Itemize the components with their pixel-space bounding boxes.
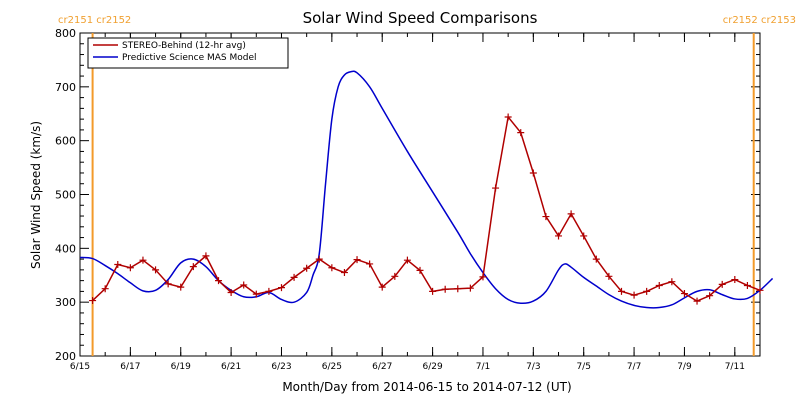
- plot-layer: 200 300 400 500 600 700 800 6/15 6/17 6/19 6/21 6/2…: [55, 27, 774, 372]
- x-tick-label: 6/25: [322, 362, 342, 372]
- data-point-marker: [416, 266, 424, 274]
- data-point-marker: [680, 290, 688, 298]
- data-point-marker: [542, 213, 550, 221]
- data-point-marker: [202, 252, 210, 260]
- x-tick-label: 6/19: [171, 362, 191, 372]
- data-point-marker: [655, 281, 663, 289]
- data-point-marker: [517, 129, 525, 137]
- data-point-marker: [340, 269, 348, 277]
- x-tick-label: 6/21: [221, 362, 241, 372]
- data-point-marker: [617, 287, 625, 295]
- x-tick-label: 6/23: [271, 362, 291, 372]
- series-line: [79, 70, 774, 309]
- x-tick-label: 6/27: [372, 362, 392, 372]
- data-point-marker: [643, 287, 651, 295]
- data-point-marker: [277, 284, 285, 292]
- y-tick-label: 300: [55, 296, 76, 309]
- y-tick-label: 500: [55, 189, 76, 202]
- data-point-marker: [303, 264, 311, 272]
- data-point-marker: [567, 210, 575, 218]
- data-point-marker: [731, 276, 739, 284]
- data-point-marker: [328, 264, 336, 272]
- legend-box: [87, 37, 289, 69]
- data-point-marker: [378, 283, 386, 291]
- chart-title: Solar Wind Speed Comparisons: [303, 9, 538, 27]
- data-point-marker: [353, 256, 361, 264]
- x-tick-label: 7/5: [576, 362, 590, 372]
- data-point-marker: [718, 280, 726, 288]
- data-point-marker: [164, 280, 172, 288]
- data-point-marker: [391, 272, 399, 280]
- x-tick-label: 7/1: [476, 362, 490, 372]
- data-point-marker: [227, 288, 235, 296]
- data-point-marker: [403, 256, 411, 264]
- data-point-marker: [479, 273, 487, 281]
- data-point-marker: [706, 292, 714, 300]
- data-point-marker: [454, 285, 462, 293]
- x-axis-label: Month/Day from 2014-06-15 to 2014-07-12 …: [282, 380, 571, 394]
- data-point-marker: [89, 297, 97, 305]
- data-point-marker: [668, 278, 676, 286]
- data-point-marker: [529, 169, 537, 177]
- y-axis-label: Solar Wind Speed (km/s): [29, 121, 43, 269]
- y-tick-label: 700: [55, 81, 76, 94]
- x-tick-label: 7/11: [725, 362, 745, 372]
- data-point-marker: [240, 281, 248, 289]
- data-point-marker: [152, 266, 160, 274]
- data-point-marker: [504, 113, 512, 121]
- x-tick-label: 6/29: [422, 362, 442, 372]
- data-point-marker: [429, 287, 437, 295]
- data-point-marker: [101, 285, 109, 293]
- data-point-marker: [492, 184, 500, 192]
- data-point-marker: [605, 272, 613, 280]
- data-point-marker: [177, 283, 185, 291]
- x-tick-label: 7/9: [677, 362, 692, 372]
- legend-label: Predictive Science MAS Model: [122, 53, 257, 63]
- x-tick-label: 6/17: [120, 362, 140, 372]
- data-point-marker: [114, 260, 122, 268]
- data-point-marker: [693, 297, 701, 305]
- carrington-label-right: cr2152 cr2153: [723, 15, 796, 26]
- data-point-marker: [756, 286, 764, 294]
- data-point-marker: [290, 273, 298, 281]
- data-point-marker: [630, 291, 638, 299]
- y-tick-label: 200: [55, 350, 76, 363]
- y-tick-label: 400: [55, 242, 76, 255]
- data-point-marker: [215, 277, 223, 285]
- data-point-marker: [592, 255, 600, 263]
- data-point-marker: [441, 285, 449, 293]
- data-point-marker: [555, 232, 563, 240]
- data-point-marker: [315, 255, 323, 263]
- data-point-marker: [743, 281, 751, 289]
- data-point-marker: [580, 232, 588, 240]
- y-tick-label: 800: [55, 27, 76, 40]
- x-tick-label: 6/15: [70, 362, 90, 372]
- data-point-marker: [252, 290, 260, 298]
- data-point-marker: [366, 260, 374, 268]
- x-tick-label: 7/7: [627, 362, 641, 372]
- carrington-label-left: cr2151 cr2152: [58, 15, 131, 26]
- series-line: [92, 115, 761, 302]
- x-tick-label: 7/3: [526, 362, 540, 372]
- data-point-marker: [265, 287, 273, 295]
- data-point-marker: [466, 284, 474, 292]
- legend-label: STEREO-Behind (12-hr avg): [122, 41, 246, 51]
- data-point-marker: [126, 264, 134, 272]
- data-point-marker: [189, 263, 197, 271]
- data-point-marker: [139, 256, 147, 264]
- y-tick-label: 600: [55, 135, 76, 148]
